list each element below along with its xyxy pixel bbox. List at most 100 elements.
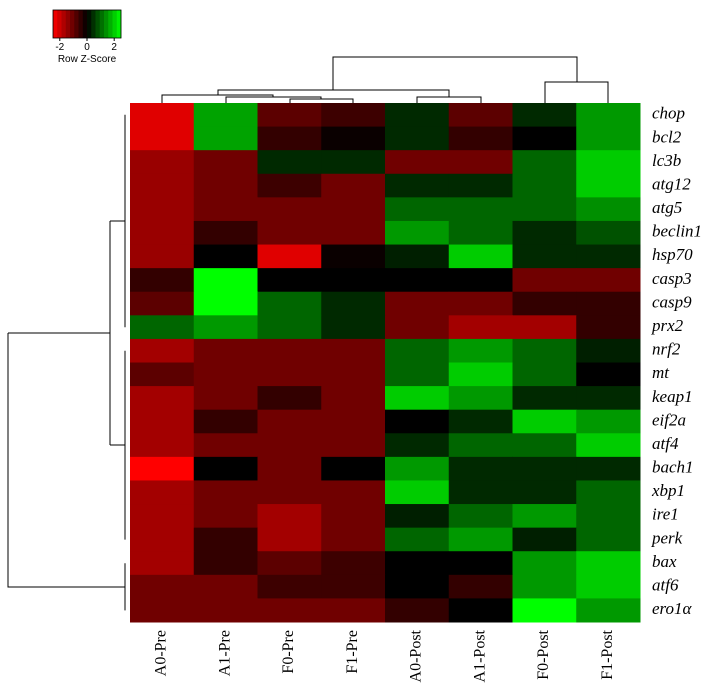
heatmap-cell — [257, 173, 322, 198]
row-label: nrf2 — [652, 340, 681, 359]
heatmap-cell — [576, 291, 641, 316]
heatmap-cell — [448, 338, 513, 363]
row-label: bach1 — [652, 458, 694, 477]
heatmap-cell — [576, 504, 641, 529]
column-label: F0-Pre — [280, 630, 297, 674]
heatmap-cell — [512, 362, 577, 387]
color-key-swatch — [70, 10, 75, 38]
heatmap-cell — [385, 291, 450, 316]
heatmap-cell — [512, 150, 577, 175]
heatmap-cell — [193, 103, 258, 128]
heatmap-cell — [385, 362, 450, 387]
color-key-tick-label: 2 — [111, 42, 117, 53]
row-label: lc3b — [652, 151, 681, 170]
heatmap-cell — [130, 268, 195, 293]
row-label: chop — [652, 104, 685, 123]
heatmap-cell — [385, 103, 450, 128]
row-label: casp9 — [652, 292, 692, 311]
heatmap-cell — [321, 315, 386, 340]
color-key-swatch — [61, 10, 67, 38]
row-label: mt — [652, 363, 670, 382]
heatmap-cell — [448, 291, 513, 316]
heatmap-cell — [448, 598, 513, 623]
heatmap-cell — [257, 291, 322, 316]
row-label: eif2a — [652, 410, 686, 429]
heatmap-cell — [576, 103, 641, 128]
heatmap-cell — [257, 386, 322, 411]
heatmap-cell — [321, 268, 386, 293]
heatmap-cell — [576, 574, 641, 599]
heatmap-cell — [321, 362, 386, 387]
heatmap-cell — [193, 362, 258, 387]
heatmap-cell — [448, 150, 513, 175]
heatmap-cell — [576, 551, 641, 576]
color-key-swatch — [65, 10, 71, 38]
heatmap-cell — [576, 244, 641, 269]
heatmap-cell — [193, 268, 258, 293]
row-label: ire1 — [652, 505, 679, 524]
heatmap-cell — [321, 551, 386, 576]
heatmap-cell — [257, 504, 322, 529]
color-key-swatch — [53, 10, 58, 38]
heatmap-cell — [130, 291, 195, 316]
color-key-swatch — [57, 10, 62, 38]
heatmap-cell — [257, 551, 322, 576]
heatmap-cell — [512, 504, 577, 529]
heatmap-cell — [257, 527, 322, 552]
heatmap-cell — [576, 150, 641, 175]
row-label: ero1α — [652, 599, 693, 618]
heatmap-cell — [512, 456, 577, 481]
row-label: beclin1 — [652, 222, 702, 241]
heatmap-cell — [576, 362, 641, 387]
heatmap-cell — [576, 527, 641, 552]
heatmap-cell — [448, 315, 513, 340]
heatmap-cell — [385, 173, 450, 198]
heatmap-cell — [576, 126, 641, 151]
heatmap-cell — [257, 433, 322, 458]
heatmap-cell — [130, 480, 195, 505]
heatmap-cell — [130, 173, 195, 198]
color-key-swatch — [112, 10, 118, 38]
row-label: atg5 — [652, 198, 682, 217]
heatmap-cell — [448, 433, 513, 458]
heatmap-cell — [512, 315, 577, 340]
heatmap-cell — [130, 362, 195, 387]
row-label: prx2 — [651, 316, 684, 335]
heatmap-cell — [193, 244, 258, 269]
heatmap-cell — [130, 103, 195, 128]
heatmap-cell — [448, 268, 513, 293]
heatmap-cell — [385, 433, 450, 458]
heatmap-cell — [193, 386, 258, 411]
heatmap-cell — [512, 268, 577, 293]
heatmap-cell — [385, 456, 450, 481]
row-label: casp3 — [652, 269, 692, 288]
heatmap-cell — [257, 315, 322, 340]
heatmap-cell — [130, 197, 195, 222]
heatmap-cell — [448, 574, 513, 599]
heatmap-cell — [385, 598, 450, 623]
heatmap-cell — [321, 220, 386, 246]
color-key-swatch — [95, 10, 101, 38]
color-key-title: Row Z-Score — [58, 54, 117, 65]
heatmap-cell — [193, 598, 258, 623]
color-key-tick-label: 0 — [84, 42, 90, 53]
heatmap-cell — [576, 480, 641, 505]
heatmap-cell — [193, 527, 258, 552]
heatmap-cell — [576, 456, 641, 481]
heatmap-cell — [385, 551, 450, 576]
color-key-swatch — [87, 10, 92, 38]
heatmap-cell — [321, 244, 386, 269]
heatmap-cell — [385, 338, 450, 363]
heatmap-cell — [576, 386, 641, 411]
heatmap-cell — [130, 409, 195, 434]
heatmap-cell — [448, 456, 513, 481]
heatmap-cell — [130, 527, 195, 552]
heatmap-cell — [512, 197, 577, 222]
row-label: xbp1 — [651, 481, 685, 500]
heatmap-cell — [576, 315, 641, 340]
heatmap-cell — [512, 551, 577, 576]
heatmap-cell — [512, 409, 577, 434]
heatmap-cell — [448, 504, 513, 529]
heatmap-cell — [385, 504, 450, 529]
heatmap-cell — [512, 527, 577, 552]
